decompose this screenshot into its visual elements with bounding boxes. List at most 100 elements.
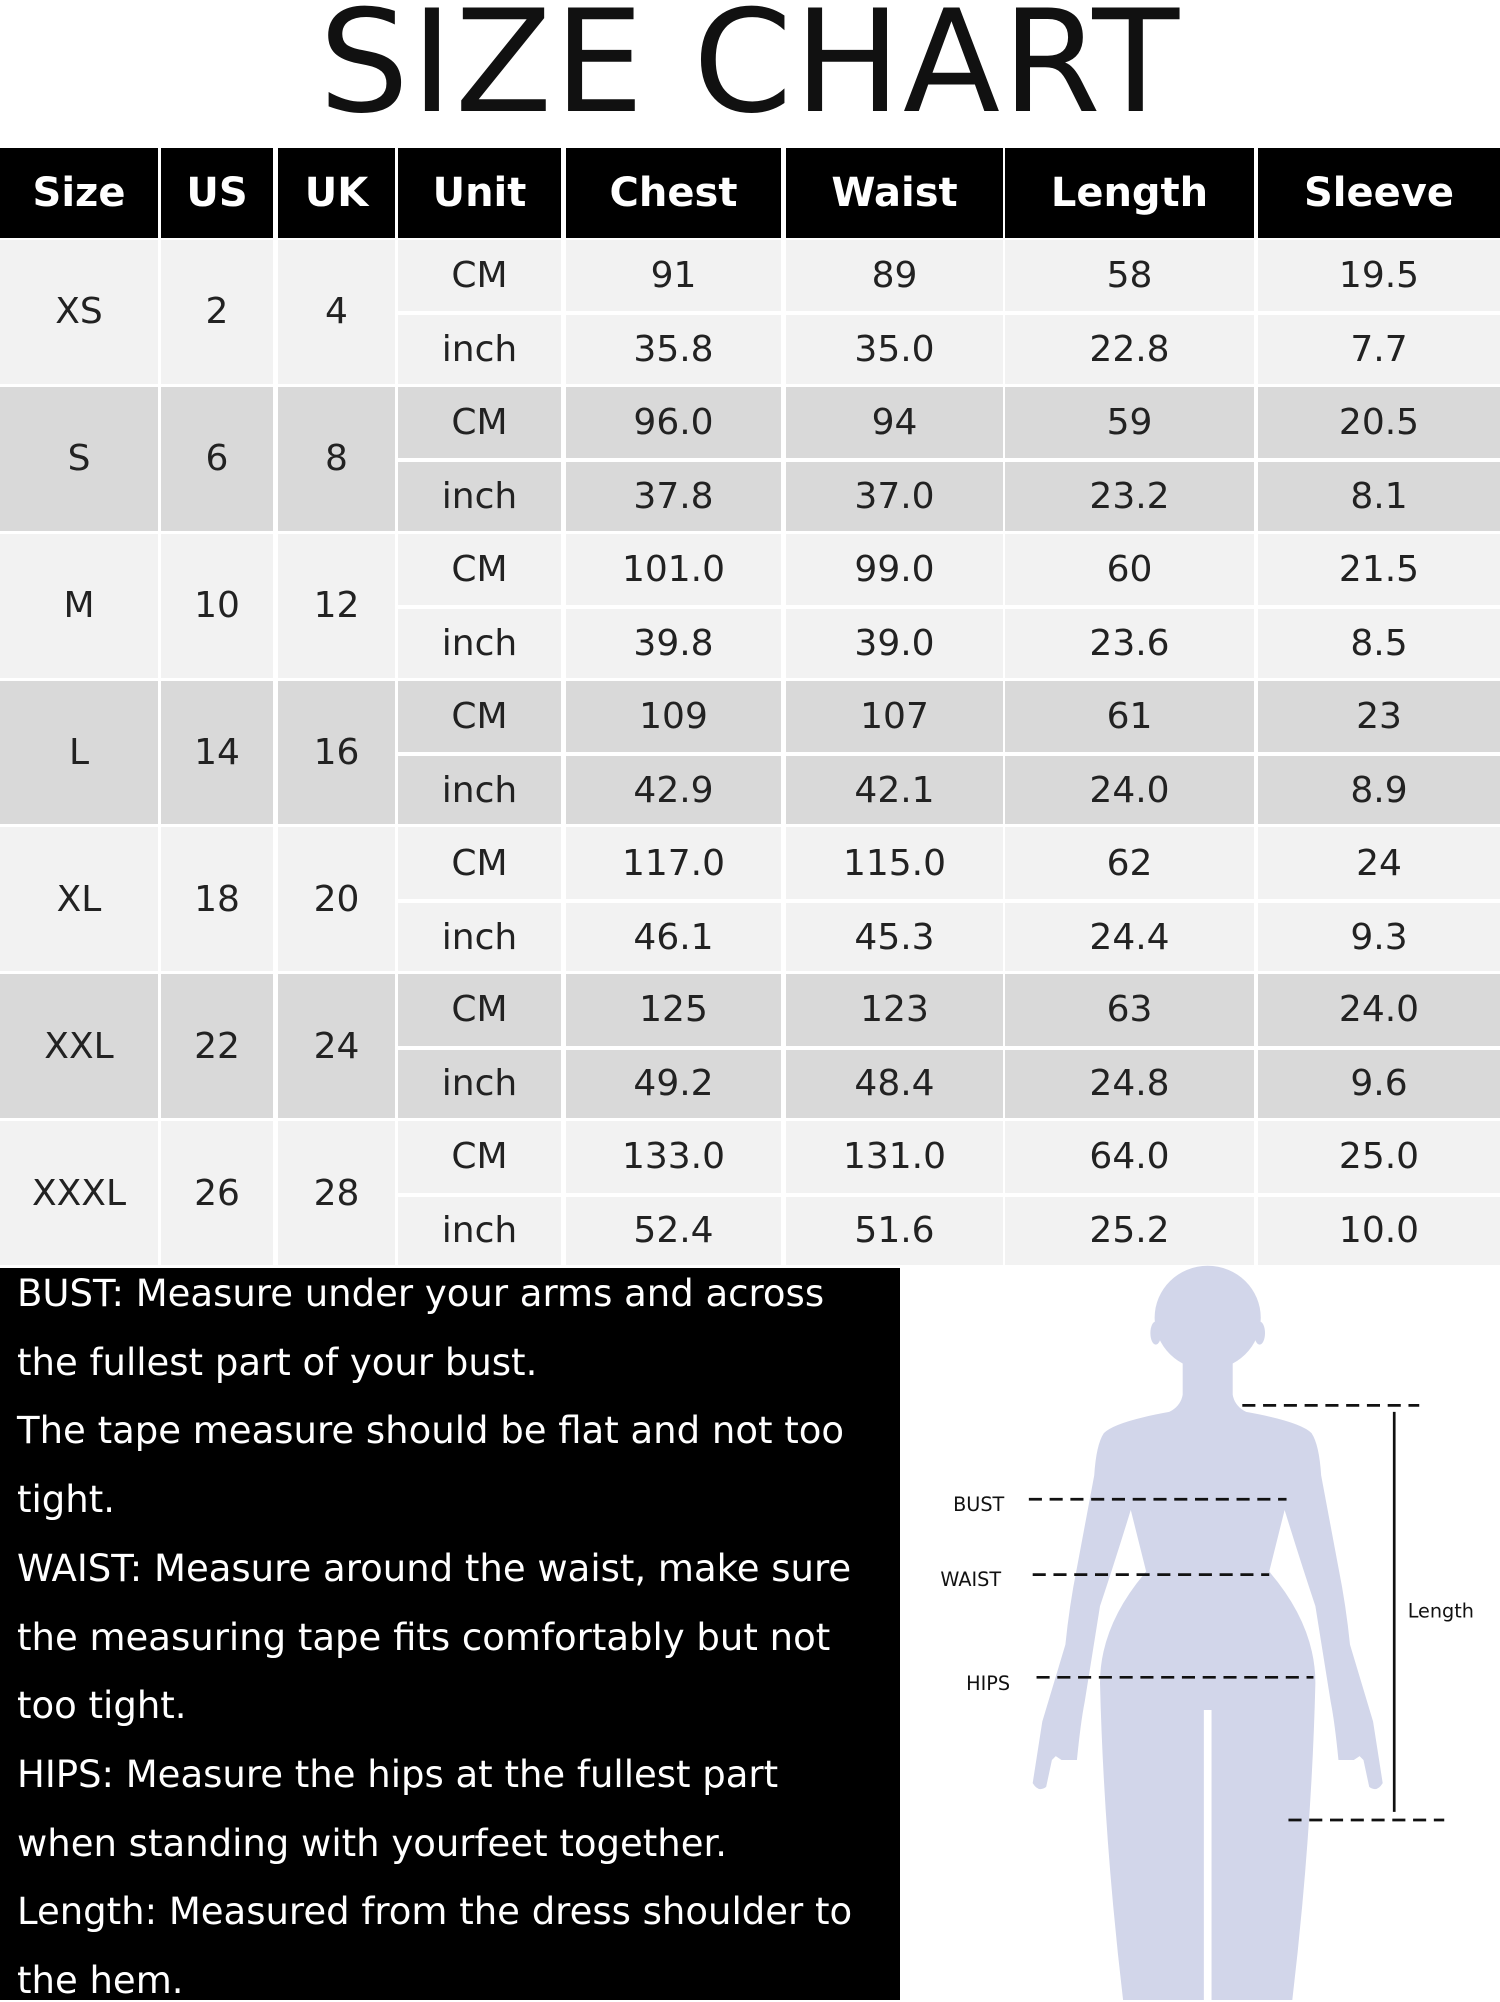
sleeve-inch-cell: 8.9 (1258, 756, 1500, 825)
uk-cell: 8 (278, 386, 395, 531)
waist-cm-cell: 94 (786, 386, 1003, 459)
sleeve-inch-cell: 10.0 (1258, 1196, 1500, 1265)
instruction-line: the hem. (17, 1959, 184, 2002)
sleeve-cm-cell: 23 (1258, 680, 1500, 752)
header-size: Size (0, 148, 158, 238)
waist-cm-cell: 131.0 (786, 1121, 1003, 1193)
instruction-line: when standing with yourfeet together. (17, 1821, 728, 1865)
unit-cm-cell: CM (398, 827, 561, 899)
length-label: Length (1408, 1600, 1474, 1623)
waist-inch-cell: 39.0 (786, 609, 1003, 678)
uk-cell: 20 (278, 827, 395, 972)
unit-cm-cell: CM (398, 240, 561, 312)
waist-inch-cell: 51.6 (786, 1196, 1003, 1265)
length-cm-cell: 63 (1005, 974, 1254, 1046)
unit-inch-cell: inch (398, 902, 561, 972)
header-chest: Chest (566, 148, 781, 238)
waist-inch-cell: 35.0 (786, 315, 1003, 384)
size-cell: S (0, 386, 158, 531)
unit-cm-cell: CM (398, 533, 561, 606)
chest-inch-cell: 39.8 (566, 609, 781, 678)
measurement-instructions: BUST: Measure under your arms and across… (0, 1268, 900, 2002)
instruction-line: The tape measure should be flat and not … (17, 1409, 845, 1453)
chest-cm-cell: 133.0 (566, 1121, 781, 1193)
waist-inch-cell: 37.0 (786, 462, 1003, 531)
us-cell: 18 (161, 827, 273, 972)
length-inch-cell: 23.2 (1005, 462, 1254, 531)
chest-inch-cell: 46.1 (566, 902, 781, 972)
instruction-line: too tight. (17, 1684, 187, 1728)
size-cell: XXL (0, 974, 158, 1119)
uk-cell: 24 (278, 974, 395, 1119)
waist-inch-cell: 45.3 (786, 902, 1003, 972)
instruction-line: the fullest part of your bust. (17, 1340, 538, 1384)
instruction-line: Length: Measured from the dress shoulder… (17, 1890, 853, 1934)
waist-cm-cell: 123 (786, 974, 1003, 1046)
sleeve-inch-cell: 8.1 (1258, 462, 1500, 531)
us-cell: 6 (161, 386, 273, 531)
size-cell: M (0, 533, 158, 678)
body-silhouette (1032, 1265, 1383, 2000)
waist-inch-cell: 42.1 (786, 756, 1003, 825)
uk-cell: 4 (278, 240, 395, 384)
waist-cm-cell: 115.0 (786, 827, 1003, 899)
length-inch-cell: 24.8 (1005, 1049, 1254, 1119)
length-inch-cell: 23.6 (1005, 609, 1254, 678)
header-waist: Waist (786, 148, 1003, 238)
size-table: Size US UK Unit Chest Waist Length Sleeve XS 2 4 CM… (0, 148, 1500, 1268)
uk-cell: 12 (278, 533, 395, 678)
instruction-line: BUST: Measure under your arms and across (17, 1272, 825, 1315)
chest-cm-cell: 91 (566, 240, 781, 312)
waist-cm-cell: 99.0 (786, 533, 1003, 606)
unit-inch-cell: inch (398, 1196, 561, 1265)
unit-cm-cell: CM (398, 974, 561, 1046)
us-cell: 10 (161, 533, 273, 678)
sleeve-cm-cell: 19.5 (1258, 240, 1500, 312)
header-us: US (161, 148, 273, 238)
size-cell: XL (0, 827, 158, 972)
length-cm-cell: 62 (1005, 827, 1254, 899)
length-cm-cell: 61 (1005, 680, 1254, 752)
unit-inch-cell: inch (398, 315, 561, 384)
chest-inch-cell: 49.2 (566, 1049, 781, 1119)
length-inch-cell: 22.8 (1005, 315, 1254, 384)
instruction-line: the measuring tape fits comfortably but … (17, 1615, 831, 1659)
chest-cm-cell: 109 (566, 680, 781, 752)
length-cm-cell: 58 (1005, 240, 1254, 312)
size-cell: XXXL (0, 1121, 158, 1265)
chest-cm-cell: 117.0 (566, 827, 781, 899)
us-cell: 22 (161, 974, 273, 1119)
page-title: SIZE CHART (318, 0, 1182, 145)
length-cm-cell: 59 (1005, 386, 1254, 459)
chest-cm-cell: 101.0 (566, 533, 781, 606)
chest-inch-cell: 52.4 (566, 1196, 781, 1265)
header-unit: Unit (398, 148, 561, 238)
body-measurement-figure: BUST WAIST HIPS Length (940, 1265, 1474, 2000)
unit-cm-cell: CM (398, 386, 561, 459)
chest-inch-cell: 35.8 (566, 315, 781, 384)
unit-inch-cell: inch (398, 462, 561, 531)
waist-inch-cell: 48.4 (786, 1049, 1003, 1119)
chest-inch-cell: 42.9 (566, 756, 781, 825)
sleeve-cm-cell: 24 (1258, 827, 1500, 899)
unit-inch-cell: inch (398, 609, 561, 678)
length-inch-cell: 24.0 (1005, 756, 1254, 825)
us-cell: 2 (161, 240, 273, 384)
length-cm-cell: 64.0 (1005, 1121, 1254, 1193)
sleeve-inch-cell: 9.6 (1258, 1049, 1500, 1119)
waist-cm-cell: 107 (786, 680, 1003, 752)
uk-cell: 28 (278, 1121, 395, 1265)
us-cell: 14 (161, 680, 273, 825)
header-length: Length (1005, 148, 1254, 238)
instruction-line: WAIST: Measure around the waist, make su… (17, 1546, 852, 1590)
instruction-line: tight. (17, 1478, 115, 1522)
unit-inch-cell: inch (398, 1049, 561, 1119)
sleeve-cm-cell: 25.0 (1258, 1121, 1500, 1193)
sleeve-cm-cell: 20.5 (1258, 386, 1500, 459)
sleeve-inch-cell: 8.5 (1258, 609, 1500, 678)
sleeve-cm-cell: 24.0 (1258, 974, 1500, 1046)
instruction-line: HIPS: Measure the hips at the fullest pa… (17, 1752, 779, 1796)
chest-cm-cell: 125 (566, 974, 781, 1046)
chest-inch-cell: 37.8 (566, 462, 781, 531)
header-sleeve: Sleeve (1258, 148, 1500, 238)
